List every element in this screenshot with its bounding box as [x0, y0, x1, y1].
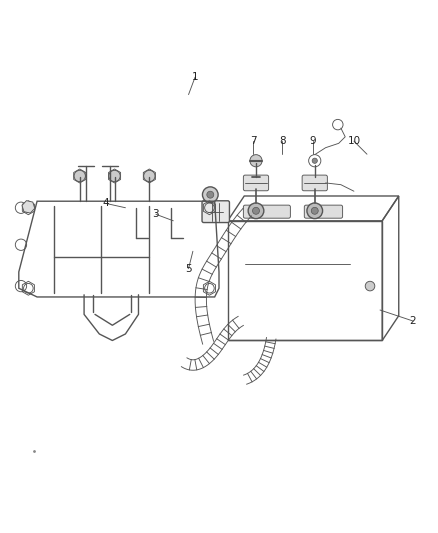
Text: 2: 2 — [410, 316, 416, 326]
Circle shape — [144, 171, 155, 182]
Text: 5: 5 — [185, 264, 192, 273]
Text: 1: 1 — [192, 72, 198, 82]
Text: 4: 4 — [102, 198, 109, 208]
Circle shape — [109, 171, 120, 182]
Text: 9: 9 — [309, 136, 316, 146]
Circle shape — [253, 207, 259, 214]
FancyBboxPatch shape — [202, 201, 230, 223]
Text: 7: 7 — [250, 136, 256, 146]
FancyBboxPatch shape — [244, 175, 268, 191]
Text: 8: 8 — [279, 136, 286, 146]
Circle shape — [202, 187, 218, 203]
Circle shape — [250, 155, 262, 167]
Circle shape — [365, 281, 375, 291]
Circle shape — [311, 207, 318, 214]
Circle shape — [74, 171, 85, 182]
FancyBboxPatch shape — [304, 205, 343, 218]
Text: 10: 10 — [347, 136, 360, 146]
Circle shape — [207, 191, 214, 198]
Text: 3: 3 — [152, 209, 159, 219]
FancyBboxPatch shape — [244, 205, 290, 218]
Circle shape — [248, 203, 264, 219]
Circle shape — [307, 203, 322, 219]
Circle shape — [312, 158, 318, 163]
FancyBboxPatch shape — [302, 175, 327, 191]
